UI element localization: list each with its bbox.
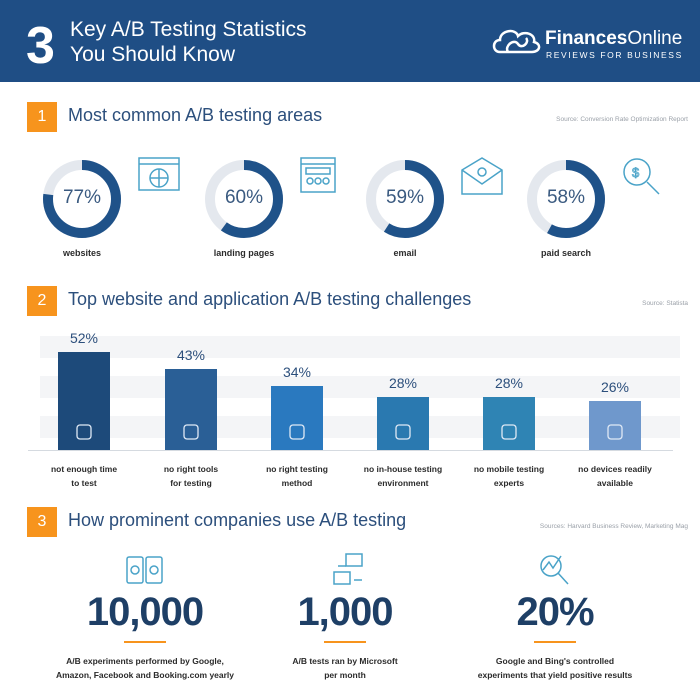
donut-label: websites: [62, 248, 102, 258]
bar-icon: [183, 424, 199, 440]
grid-band: [40, 416, 680, 438]
stat-line: Google and Bing's controlled: [495, 656, 615, 666]
donut-chart: [527, 160, 605, 238]
bar-value-label: 43%: [176, 346, 206, 363]
header-number: 3: [26, 17, 55, 75]
stat-value: 1,000: [297, 590, 393, 634]
cloud-logo-icon: [492, 29, 541, 54]
title-line-1: Key A/B Testing Statistics: [70, 18, 307, 41]
donut-fill: [43, 160, 121, 238]
svg-text:$: $: [632, 165, 640, 180]
bar: [271, 385, 323, 450]
bar-category-label: no in-house testing environment: [348, 462, 458, 490]
donut-fill: [205, 160, 283, 238]
bar-category-label: no devices readily available: [560, 462, 670, 490]
globe-browser-icon: [138, 157, 180, 191]
stat-value: 10,000: [86, 590, 204, 634]
section-badge-3: 3: [27, 507, 57, 537]
category-line: no mobile testing: [473, 464, 545, 474]
bar: [589, 400, 641, 450]
bar: [483, 397, 535, 450]
chart-baseline: [28, 450, 673, 451]
logo-tagline: REVIEWS FOR BUSINESS: [546, 50, 683, 60]
category-line: no right tools: [163, 464, 219, 474]
category-line: method: [281, 478, 313, 488]
bar-icon: [289, 424, 305, 440]
bar-icon: [76, 424, 92, 440]
ab-monitors-icon: [333, 553, 363, 585]
donut-percent: 58%: [546, 187, 586, 208]
bar-value-label: 26%: [600, 378, 630, 395]
bar-value-label: 52%: [69, 329, 99, 346]
stat-description: Google and Bing's controlled experiments …: [445, 654, 665, 682]
donut-chart: [366, 160, 444, 238]
section-badge-1: 1: [27, 102, 57, 132]
section-title-2: Top website and application A/B testing …: [68, 289, 472, 309]
donut-label: paid search: [540, 248, 592, 258]
stat-line: per month: [324, 670, 366, 680]
bar: [58, 351, 110, 450]
bar-category-label: no mobile testing experts: [454, 462, 564, 490]
bar: [165, 368, 217, 450]
stat-line: A/B tests ran by Microsoft: [292, 656, 398, 666]
header-banner: [0, 0, 700, 82]
category-line: for testing: [170, 478, 212, 488]
bar-category-label: no right testing method: [242, 462, 352, 490]
donut-label: email: [393, 248, 417, 258]
page-title: Key A/B Testing Statistics You Should Kno…: [70, 17, 307, 67]
logo-name: FinancesOnline: [545, 28, 683, 49]
category-line: no right testing: [266, 464, 328, 474]
stat-divider: [324, 641, 366, 643]
section-title-3: How prominent companies use A/B testing: [68, 510, 407, 530]
email-envelope-icon: [461, 157, 503, 195]
donut-fill: [366, 160, 444, 238]
stat-divider: [534, 641, 576, 643]
donut-fill: [527, 160, 605, 238]
title-line-2: You Should Know: [70, 43, 236, 66]
bar-value-label: 34%: [282, 363, 312, 380]
stat-divider: [124, 641, 166, 643]
stat-line: experiments that yield positive results: [477, 670, 633, 680]
dollar-search-icon: $: [623, 158, 660, 195]
bar-category-label: no right tools for testing: [136, 462, 246, 490]
growth-magnifier-icon: [540, 555, 569, 585]
section-source-3: Sources: Harvard Business Review, Market…: [539, 523, 688, 530]
category-line: experts: [493, 478, 525, 488]
donut-chart: [43, 160, 121, 238]
category-line: no in-house testing: [363, 464, 443, 474]
donut-percent: 59%: [385, 187, 425, 208]
bar: [377, 397, 429, 450]
bar-icon: [395, 424, 411, 440]
bar-icon: [501, 424, 517, 440]
category-line: environment: [377, 478, 429, 488]
stat-description: A/B tests ran by Microsoft per month: [235, 654, 455, 682]
section-source-2: Source: Statista: [642, 300, 688, 307]
stat-line: A/B experiments performed by Google,: [66, 656, 224, 666]
section-source-1: Source: Conversion Rate Optimization Rep…: [556, 116, 688, 123]
bar-value-label: 28%: [494, 375, 524, 392]
webpage-layout-icon: [300, 157, 336, 193]
ab-phones-icon: [126, 556, 163, 584]
donut-chart: [205, 160, 283, 238]
grid-band: [40, 336, 680, 358]
bar-value-label: 28%: [388, 375, 418, 392]
stat-description: A/B experiments performed by Google, Amaz…: [35, 654, 255, 682]
category-line: not enough time: [50, 464, 118, 474]
category-line: no devices readily: [578, 464, 652, 474]
category-line: available: [597, 478, 633, 488]
donut-label: landing pages: [213, 248, 275, 258]
stat-line: Amazon, Facebook and Booking.com yearly: [55, 670, 235, 680]
section-badge-2: 2: [27, 286, 57, 316]
donut-percent: 77%: [62, 187, 102, 208]
bar-icon: [607, 424, 623, 440]
section-title-1: Most common A/B testing areas: [68, 105, 323, 125]
donut-percent: 60%: [224, 187, 264, 208]
bar-category-label: not enough time to test: [29, 462, 139, 490]
category-line: to test: [71, 478, 97, 488]
stat-value: 20%: [516, 590, 594, 634]
